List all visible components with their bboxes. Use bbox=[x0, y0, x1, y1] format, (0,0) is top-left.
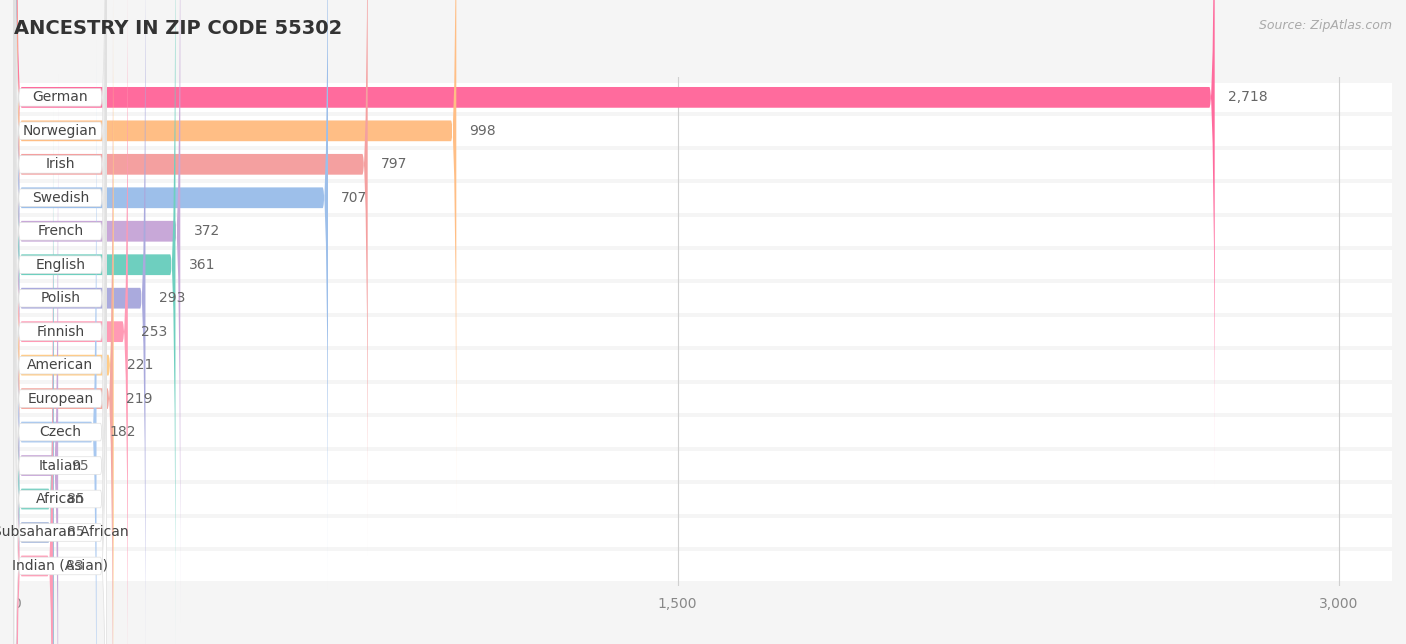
Text: 2,718: 2,718 bbox=[1227, 90, 1268, 104]
FancyBboxPatch shape bbox=[0, 518, 1406, 547]
FancyBboxPatch shape bbox=[17, 0, 180, 623]
FancyBboxPatch shape bbox=[14, 0, 107, 591]
Text: Source: ZipAtlas.com: Source: ZipAtlas.com bbox=[1258, 19, 1392, 32]
Text: 361: 361 bbox=[188, 258, 215, 272]
FancyBboxPatch shape bbox=[0, 451, 1406, 480]
Text: Norwegian: Norwegian bbox=[22, 124, 97, 138]
FancyBboxPatch shape bbox=[17, 0, 457, 522]
FancyBboxPatch shape bbox=[14, 106, 107, 644]
Text: African: African bbox=[37, 492, 84, 506]
FancyBboxPatch shape bbox=[14, 0, 107, 644]
Text: 95: 95 bbox=[72, 459, 89, 473]
FancyBboxPatch shape bbox=[17, 0, 368, 556]
Text: 219: 219 bbox=[127, 392, 153, 406]
Text: German: German bbox=[32, 90, 89, 104]
FancyBboxPatch shape bbox=[0, 417, 1406, 447]
FancyBboxPatch shape bbox=[17, 7, 112, 644]
Text: 85: 85 bbox=[67, 526, 84, 540]
Text: Swedish: Swedish bbox=[32, 191, 89, 205]
FancyBboxPatch shape bbox=[17, 0, 1215, 489]
FancyBboxPatch shape bbox=[0, 384, 1406, 413]
FancyBboxPatch shape bbox=[17, 0, 176, 644]
FancyBboxPatch shape bbox=[14, 0, 107, 557]
FancyBboxPatch shape bbox=[0, 216, 1406, 246]
FancyBboxPatch shape bbox=[0, 317, 1406, 346]
Text: 83: 83 bbox=[66, 559, 84, 573]
FancyBboxPatch shape bbox=[17, 175, 53, 644]
Text: Finnish: Finnish bbox=[37, 325, 84, 339]
FancyBboxPatch shape bbox=[14, 73, 107, 644]
Text: Polish: Polish bbox=[41, 291, 80, 305]
FancyBboxPatch shape bbox=[14, 0, 107, 644]
Text: 221: 221 bbox=[127, 358, 153, 372]
Text: European: European bbox=[27, 392, 93, 406]
FancyBboxPatch shape bbox=[17, 74, 58, 644]
FancyBboxPatch shape bbox=[0, 149, 1406, 179]
Text: 707: 707 bbox=[342, 191, 367, 205]
FancyBboxPatch shape bbox=[17, 0, 145, 644]
FancyBboxPatch shape bbox=[0, 82, 1406, 112]
FancyBboxPatch shape bbox=[14, 0, 107, 644]
FancyBboxPatch shape bbox=[0, 183, 1406, 213]
Text: 85: 85 bbox=[67, 492, 84, 506]
Text: Indian (Asian): Indian (Asian) bbox=[13, 559, 108, 573]
FancyBboxPatch shape bbox=[0, 116, 1406, 146]
FancyBboxPatch shape bbox=[0, 350, 1406, 380]
FancyBboxPatch shape bbox=[17, 0, 128, 644]
FancyBboxPatch shape bbox=[0, 283, 1406, 313]
FancyBboxPatch shape bbox=[0, 551, 1406, 581]
Text: French: French bbox=[38, 224, 83, 238]
Text: 293: 293 bbox=[159, 291, 186, 305]
FancyBboxPatch shape bbox=[17, 141, 53, 644]
FancyBboxPatch shape bbox=[14, 0, 107, 644]
Text: Czech: Czech bbox=[39, 425, 82, 439]
Text: Italian: Italian bbox=[39, 459, 82, 473]
FancyBboxPatch shape bbox=[17, 41, 97, 644]
FancyBboxPatch shape bbox=[14, 0, 107, 644]
Text: American: American bbox=[27, 358, 93, 372]
Text: Irish: Irish bbox=[45, 157, 75, 171]
FancyBboxPatch shape bbox=[14, 39, 107, 644]
Text: Subsaharan African: Subsaharan African bbox=[0, 526, 128, 540]
FancyBboxPatch shape bbox=[14, 0, 107, 624]
FancyBboxPatch shape bbox=[17, 0, 328, 589]
Text: 998: 998 bbox=[470, 124, 496, 138]
Text: ANCESTRY IN ZIP CODE 55302: ANCESTRY IN ZIP CODE 55302 bbox=[14, 19, 342, 39]
Text: 253: 253 bbox=[141, 325, 167, 339]
FancyBboxPatch shape bbox=[17, 0, 114, 644]
FancyBboxPatch shape bbox=[14, 0, 107, 644]
FancyBboxPatch shape bbox=[14, 0, 107, 644]
FancyBboxPatch shape bbox=[17, 108, 53, 644]
FancyBboxPatch shape bbox=[14, 0, 107, 644]
Text: 182: 182 bbox=[110, 425, 136, 439]
Text: 372: 372 bbox=[194, 224, 219, 238]
Text: 797: 797 bbox=[381, 157, 408, 171]
Text: English: English bbox=[35, 258, 86, 272]
FancyBboxPatch shape bbox=[0, 250, 1406, 279]
FancyBboxPatch shape bbox=[0, 484, 1406, 514]
FancyBboxPatch shape bbox=[14, 6, 107, 644]
